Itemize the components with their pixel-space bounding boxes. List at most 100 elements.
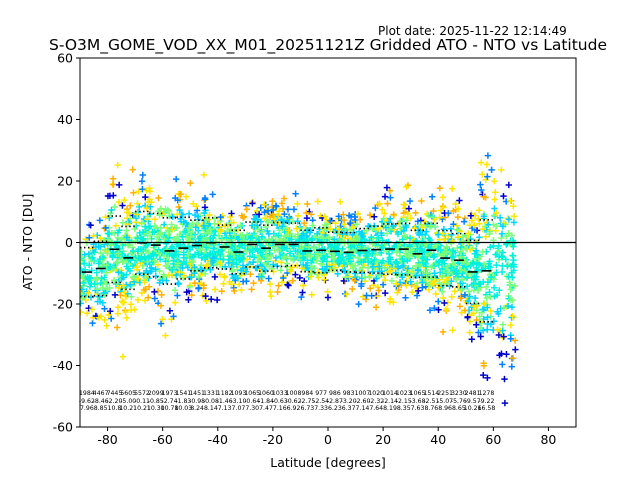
data-point	[88, 257, 95, 265]
data-point	[141, 253, 148, 260]
data-point	[493, 209, 500, 217]
data-point	[175, 280, 182, 288]
x-tick-label: 60	[485, 432, 501, 447]
data-point	[271, 216, 278, 223]
bin-std-label: 7.07	[232, 405, 246, 412]
data-point	[346, 255, 353, 262]
data-point	[235, 281, 243, 288]
data-point	[386, 226, 393, 233]
data-point	[191, 231, 199, 238]
data-point	[156, 279, 163, 287]
bin-std-label: 8.85	[94, 405, 108, 412]
data-point	[419, 224, 426, 231]
data-point	[450, 221, 457, 228]
data-point	[267, 292, 275, 300]
data-point	[468, 336, 475, 343]
data-point	[220, 280, 227, 287]
data-point	[501, 375, 508, 383]
data-point	[431, 304, 438, 312]
bin-std-label: 8.65	[452, 405, 466, 412]
data-point	[307, 253, 315, 260]
data-point	[134, 235, 142, 242]
data-point	[180, 218, 187, 226]
data-point	[143, 205, 150, 212]
data-point	[221, 222, 229, 230]
bin-mean-label: -0.11	[134, 398, 150, 405]
data-point	[115, 269, 122, 276]
data-point	[299, 289, 306, 296]
data-point	[326, 225, 334, 233]
data-point	[330, 261, 337, 268]
data-point	[386, 215, 394, 222]
data-point	[162, 332, 169, 339]
data-point	[438, 265, 446, 273]
data-point	[472, 276, 479, 283]
data-point	[166, 228, 173, 235]
data-point	[274, 237, 282, 245]
bin-std-label: 8.14	[204, 405, 218, 412]
bin-mean-label: -5.07	[437, 398, 453, 405]
data-point	[114, 161, 121, 169]
data-point	[330, 236, 338, 243]
data-point	[301, 236, 309, 243]
data-point	[477, 280, 484, 287]
data-point	[219, 256, 227, 263]
data-point	[239, 278, 247, 285]
data-point	[101, 274, 108, 281]
data-point	[142, 286, 149, 293]
data-point	[254, 265, 261, 272]
data-point	[301, 277, 308, 285]
data-point	[80, 308, 84, 316]
data-point	[461, 307, 469, 314]
data-point	[496, 287, 503, 294]
data-point	[127, 301, 135, 308]
data-point	[359, 230, 366, 237]
data-point	[95, 314, 102, 321]
data-point	[181, 228, 189, 236]
data-point	[277, 267, 285, 274]
data-point	[191, 279, 199, 287]
data-point	[425, 235, 432, 242]
data-point	[201, 204, 209, 211]
data-point	[366, 211, 374, 219]
scatter-points	[80, 152, 519, 407]
data-point	[101, 305, 108, 312]
data-point	[202, 216, 210, 224]
data-point	[332, 220, 339, 227]
data-point	[445, 232, 452, 240]
bin-mean-label: -2.15	[396, 398, 412, 405]
data-point	[379, 281, 387, 288]
x-axis-ticks: -80 -60 -40 -20 0 20 40 60 80	[97, 427, 556, 447]
data-point	[351, 277, 359, 285]
bin-std-label: 7.96	[80, 405, 94, 412]
data-point	[106, 214, 113, 222]
data-point	[280, 253, 288, 261]
bin-count-label: 1093	[231, 390, 247, 397]
data-point	[479, 306, 486, 313]
data-point	[244, 231, 251, 238]
data-point	[312, 233, 320, 241]
data-point	[200, 282, 207, 289]
data-point	[308, 291, 315, 298]
bin-mean-label: -5.76	[451, 398, 467, 405]
data-point	[449, 327, 456, 334]
data-point	[262, 252, 270, 260]
data-point	[460, 218, 468, 225]
data-point	[152, 266, 159, 273]
data-point	[198, 266, 206, 274]
data-point	[504, 302, 512, 310]
data-point	[189, 220, 196, 227]
data-point	[80, 279, 87, 287]
data-point	[412, 262, 420, 270]
data-point	[426, 307, 434, 314]
bin-mean-label: -3.20	[341, 398, 357, 405]
bin-mean-label: -5.00	[120, 398, 136, 405]
data-point	[228, 281, 235, 288]
data-point	[156, 212, 163, 219]
data-point	[279, 205, 287, 213]
bin-mean-label: -0.08	[203, 398, 219, 405]
data-point	[266, 263, 273, 270]
data-point	[393, 249, 400, 256]
data-point	[385, 250, 393, 258]
data-point	[435, 259, 442, 266]
